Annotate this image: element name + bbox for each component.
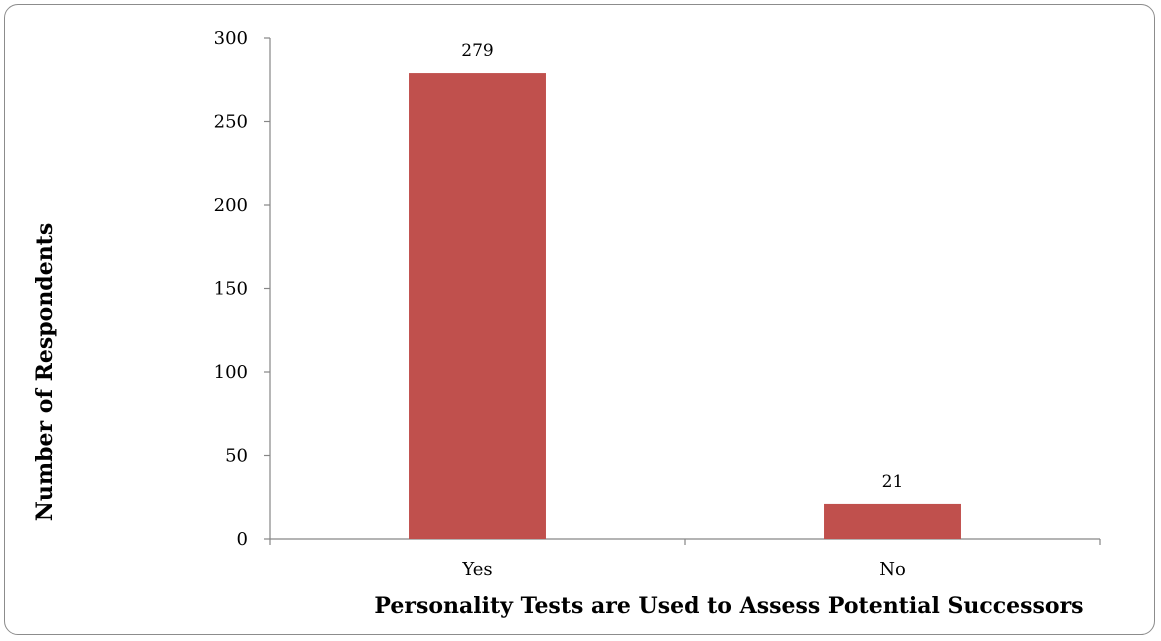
y-tick-label: 100 bbox=[214, 362, 248, 383]
y-tick-label: 150 bbox=[214, 279, 248, 300]
bar-yes bbox=[409, 73, 546, 539]
data-labels: 279 21 bbox=[461, 41, 903, 492]
data-label: 279 bbox=[461, 41, 493, 61]
bar-no bbox=[824, 503, 961, 539]
y-tick-label: 0 bbox=[237, 529, 248, 550]
y-tick-label: 300 bbox=[214, 28, 248, 49]
y-tick-label: 200 bbox=[214, 195, 248, 216]
x-axis-title: Personality Tests are Used to Assess Pot… bbox=[374, 593, 1083, 619]
y-tick-label: 250 bbox=[214, 112, 248, 133]
y-tick-label: 50 bbox=[225, 446, 248, 467]
chart-frame bbox=[4, 4, 1155, 635]
x-tick-label: Yes bbox=[461, 559, 492, 580]
x-tick-label: No bbox=[879, 559, 906, 580]
bars bbox=[409, 73, 961, 539]
data-label: 21 bbox=[882, 472, 904, 492]
x-axis: Yes No bbox=[269, 538, 1101, 580]
y-axis: 0 50 100 150 200 250 300 bbox=[214, 28, 271, 550]
y-axis-title: Number of Respondents bbox=[32, 223, 58, 521]
